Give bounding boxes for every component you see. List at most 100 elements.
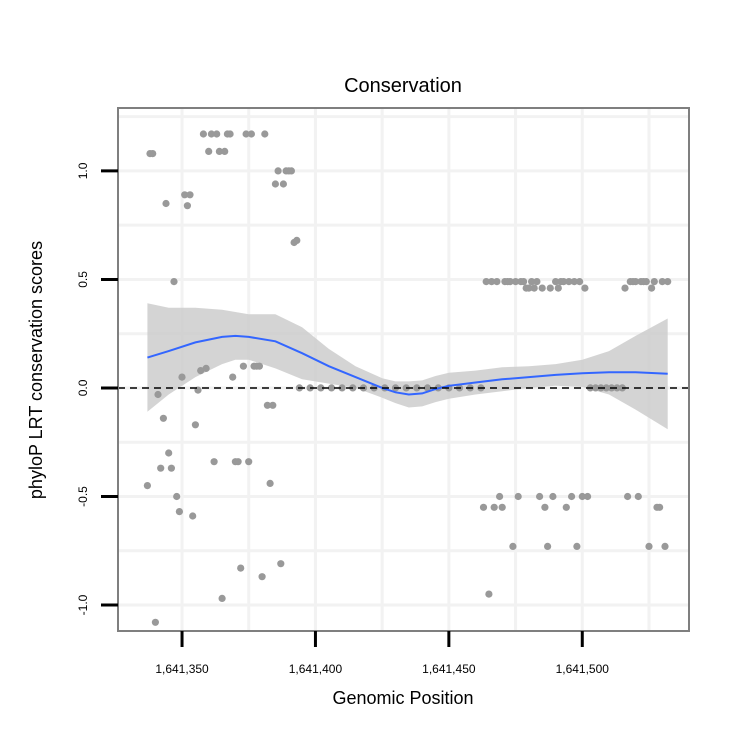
data-point <box>237 564 245 572</box>
data-point <box>159 414 167 422</box>
data-point <box>317 384 325 392</box>
data-point <box>157 464 165 472</box>
data-point <box>149 150 157 158</box>
data-point <box>485 590 493 598</box>
panel-border <box>117 107 690 632</box>
data-point <box>552 278 560 286</box>
data-point <box>197 367 205 375</box>
data-point <box>488 278 496 286</box>
y-tick-label: 1.0 <box>76 162 90 179</box>
data-point <box>656 503 664 511</box>
data-point <box>191 421 199 429</box>
data-point <box>245 458 253 466</box>
data-point <box>530 284 538 292</box>
data-point <box>533 278 541 286</box>
data-point <box>642 278 650 286</box>
data-point <box>645 542 653 551</box>
data-point <box>509 542 517 551</box>
data-point <box>525 284 533 292</box>
data-point <box>271 180 279 188</box>
y-axis: -1.0 -0.5 0.0 0.5 1.0 <box>76 162 118 615</box>
data-point <box>621 284 629 292</box>
smooth-line-layer <box>147 334 668 396</box>
data-point <box>573 542 581 551</box>
data-point <box>549 492 557 501</box>
y-axis-label: phyloP LRT conservation scores <box>26 241 46 499</box>
data-point <box>202 364 210 372</box>
data-point <box>175 508 183 516</box>
smooth-line <box>147 334 668 396</box>
y-tick-label: -0.5 <box>76 486 90 507</box>
data-point <box>207 130 215 138</box>
grid-lines <box>118 108 689 631</box>
ribbon-area <box>147 303 668 430</box>
data-point <box>581 284 589 292</box>
chart-title: Conservation <box>344 75 462 97</box>
data-point <box>632 278 640 286</box>
x-axis: 1,641,350 1,641,400 1,641,450 1,641,500 <box>155 631 609 676</box>
data-point <box>327 384 336 392</box>
data-point <box>560 278 568 286</box>
data-point <box>205 147 213 155</box>
data-point <box>229 373 237 381</box>
data-point <box>178 373 186 381</box>
data-point <box>255 362 263 370</box>
data-point <box>279 180 287 188</box>
data-point <box>562 503 570 511</box>
data-point <box>578 492 586 501</box>
data-point <box>218 594 226 603</box>
data-point <box>338 384 346 392</box>
data-point <box>162 199 170 208</box>
data-point <box>538 284 546 292</box>
x-tick-label: 1,641,400 <box>289 662 343 676</box>
data-point <box>199 130 207 138</box>
data-point <box>154 390 162 399</box>
data-point <box>247 130 255 138</box>
data-point <box>213 130 221 138</box>
data-point <box>239 362 247 370</box>
data-point <box>242 130 250 138</box>
data-point <box>183 202 191 210</box>
data-point <box>165 449 173 457</box>
data-point <box>167 464 175 472</box>
x-tick-label: 1,641,350 <box>155 662 209 676</box>
data-point <box>624 492 632 501</box>
data-point <box>266 479 274 487</box>
data-point <box>277 560 285 568</box>
data-point <box>570 278 578 286</box>
data-point <box>287 167 295 175</box>
data-point <box>554 284 562 292</box>
data-point <box>189 512 197 520</box>
data-point <box>511 278 520 286</box>
data-points <box>143 130 672 626</box>
data-point <box>576 278 584 286</box>
x-tick-label: 1,641,500 <box>556 662 610 676</box>
data-point <box>565 278 573 286</box>
data-point <box>482 278 490 286</box>
data-point <box>479 503 488 511</box>
data-point <box>210 458 218 466</box>
data-point <box>544 542 552 551</box>
data-point <box>490 503 498 511</box>
data-point <box>568 492 576 501</box>
data-point <box>658 278 666 286</box>
data-point <box>215 147 223 155</box>
data-point <box>413 384 421 392</box>
y-tick-label: -1.0 <box>76 594 90 615</box>
data-point <box>546 284 554 292</box>
data-point <box>493 278 501 286</box>
x-tick-label: 1,641,450 <box>422 662 476 676</box>
data-point <box>664 278 672 286</box>
data-point <box>293 236 301 244</box>
data-point <box>151 618 159 626</box>
data-point <box>650 278 658 286</box>
data-point <box>186 191 194 199</box>
data-point <box>423 384 432 392</box>
data-point <box>506 278 514 286</box>
data-point <box>634 492 642 501</box>
data-point <box>234 458 242 466</box>
data-point <box>592 384 600 392</box>
data-point <box>541 503 549 511</box>
data-point <box>269 401 277 409</box>
